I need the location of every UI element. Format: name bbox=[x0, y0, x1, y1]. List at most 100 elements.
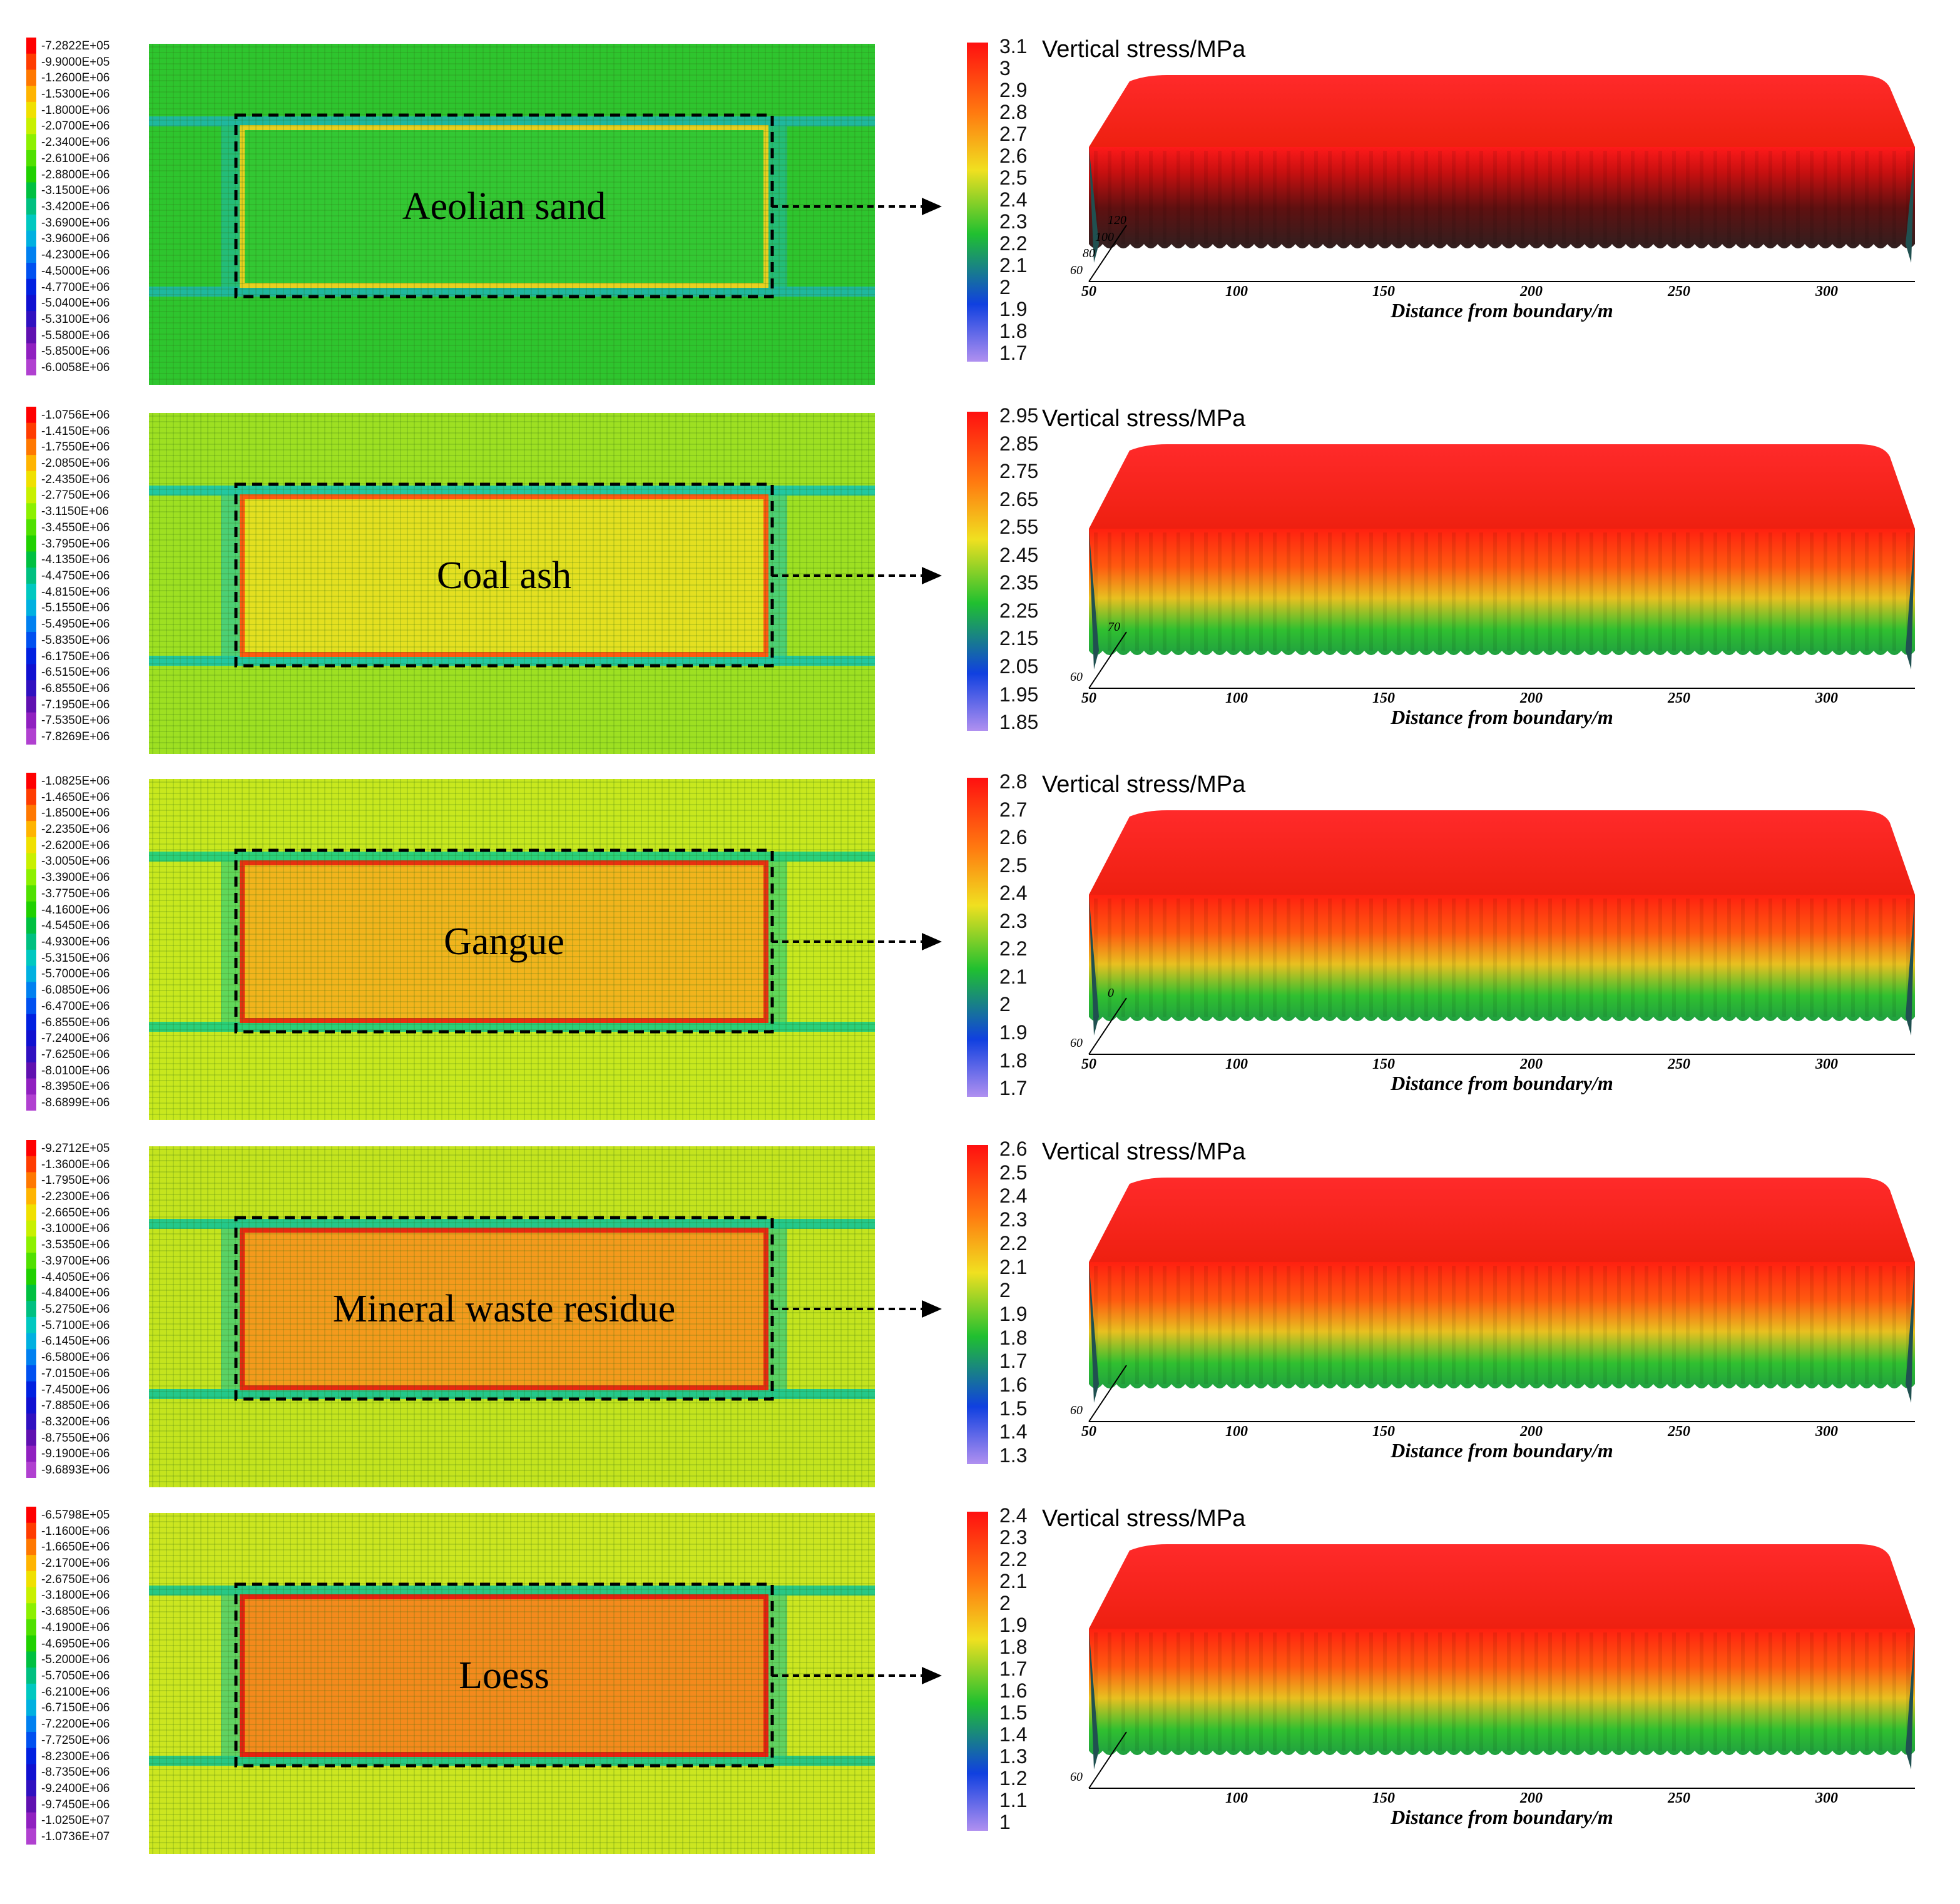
contour-legend-value: -7.2400E+06 bbox=[41, 1032, 110, 1046]
colorbar-segment bbox=[26, 1635, 36, 1652]
upper-roadway-strip bbox=[149, 852, 875, 862]
contour-legend-value: -4.2300E+06 bbox=[41, 248, 110, 262]
colorbar-segment bbox=[26, 982, 36, 999]
colorbar-segment bbox=[26, 407, 36, 424]
stress-colorbar-tick: 1.5 bbox=[999, 1397, 1028, 1420]
contour-legend-value: -3.4200E+06 bbox=[41, 200, 110, 213]
x-axis-label: Distance from boundary/m bbox=[1391, 1072, 1613, 1094]
x-tick-label: 250 bbox=[1668, 1056, 1690, 1072]
stress-title: Vertical stress/MPa bbox=[1042, 1139, 1246, 1165]
contour-legend-value: -6.5798E+05 bbox=[41, 1508, 110, 1522]
stress-surface-3d bbox=[1088, 1544, 1915, 1789]
x-tick-label: 100 bbox=[1225, 690, 1248, 706]
x-tick-label: 250 bbox=[1668, 690, 1690, 706]
contour-legend-value: -5.4950E+06 bbox=[41, 618, 110, 631]
stress-colorbar bbox=[967, 43, 988, 362]
contour-legend-value: -6.4700E+06 bbox=[41, 999, 110, 1013]
colorbar-segment bbox=[26, 1301, 36, 1318]
stress-colorbar-tick: 2.3 bbox=[999, 1208, 1028, 1231]
contour-legend-value: -2.8800E+06 bbox=[41, 168, 110, 181]
lower-roadway-strip bbox=[149, 1756, 875, 1766]
colorbar-segment bbox=[26, 1732, 36, 1749]
colorbar-segment bbox=[26, 1236, 36, 1253]
colorbar-segment bbox=[26, 1812, 36, 1829]
stress-colorbar-tick: 1 bbox=[999, 1811, 1011, 1833]
x-tick-label: 100 bbox=[1225, 1056, 1248, 1072]
colorbar-segment bbox=[26, 1268, 36, 1286]
depth-axis-line bbox=[1088, 631, 1127, 689]
colorbar-segment bbox=[26, 150, 36, 167]
mesh-grid bbox=[149, 44, 875, 385]
stress-colorbar-tick: 2.25 bbox=[999, 599, 1039, 622]
dashed-arrow bbox=[772, 567, 942, 584]
stress-colorbar-tick: 2.4 bbox=[999, 1504, 1028, 1527]
lower-roadway-strip bbox=[149, 287, 875, 297]
colorbar-segment bbox=[26, 805, 36, 822]
stress-colorbar bbox=[967, 778, 988, 1097]
colorbar-segment bbox=[26, 247, 36, 263]
x-axis-label: Distance from boundary/m bbox=[1391, 1439, 1613, 1462]
colorbar-segment bbox=[26, 1349, 36, 1366]
colorbar-segment bbox=[26, 1828, 36, 1845]
colorbar-segment bbox=[26, 1748, 36, 1765]
colorbar-segment bbox=[26, 214, 36, 232]
depth-tick-label: 80 bbox=[1083, 247, 1095, 260]
contour-legend-value: -9.9000E+05 bbox=[41, 55, 110, 69]
colorbar-segment bbox=[26, 616, 36, 633]
contour-plot bbox=[149, 413, 875, 754]
stress-colorbar-tick: 1.6 bbox=[999, 1373, 1028, 1396]
contour-legend-value: -2.6650E+06 bbox=[41, 1206, 110, 1219]
contour-colorbar bbox=[26, 1140, 36, 1478]
contour-legend-value: -1.0736E+07 bbox=[41, 1830, 110, 1844]
contour-legend-value: -3.7950E+06 bbox=[41, 537, 110, 551]
colorbar-segment bbox=[26, 1683, 36, 1701]
colorbar-segment bbox=[26, 86, 36, 103]
contour-legend-value: -7.8269E+06 bbox=[41, 730, 110, 744]
depth-tick-label: 120 bbox=[1108, 213, 1126, 227]
upper-roadway-strip bbox=[149, 486, 875, 496]
contour-legend-value: -5.7100E+06 bbox=[41, 1318, 110, 1332]
surface-striations bbox=[1094, 899, 1910, 1017]
stress-colorbar-tick: 2.15 bbox=[999, 627, 1039, 650]
contour-legend-value: -5.8500E+06 bbox=[41, 345, 110, 359]
colorbar-segment bbox=[26, 198, 36, 215]
colorbar-segment bbox=[26, 487, 36, 504]
contour-legend-value: -4.5000E+06 bbox=[41, 264, 110, 278]
stress-colorbar-tick: 2.4 bbox=[999, 1184, 1028, 1208]
colorbar-segment bbox=[26, 1429, 36, 1447]
colorbar-segment bbox=[26, 788, 36, 806]
colorbar-segment bbox=[26, 230, 36, 247]
colorbar-segment bbox=[26, 101, 36, 119]
stress-colorbar-tick: 3 bbox=[999, 57, 1011, 79]
stress-colorbar-tick: 1.4 bbox=[999, 1723, 1028, 1746]
depth-tick-label: 60 bbox=[1070, 670, 1083, 684]
surface-front-face bbox=[1089, 1262, 1915, 1388]
contour-legend-value: -7.4500E+06 bbox=[41, 1383, 110, 1397]
colorbar-segment bbox=[26, 599, 36, 616]
colorbar-segment bbox=[26, 1062, 36, 1079]
backfill-body bbox=[245, 1599, 763, 1752]
colorbar-segment bbox=[26, 1172, 36, 1189]
stress-colorbar-gradient bbox=[967, 1512, 988, 1831]
colorbar-segment bbox=[26, 53, 36, 71]
surface-top-face bbox=[1089, 810, 1915, 895]
colorbar-segment bbox=[26, 1716, 36, 1733]
x-tick-label: 50 bbox=[1081, 1423, 1096, 1440]
colorbar-segment bbox=[26, 934, 36, 950]
colorbar-segment bbox=[26, 853, 36, 870]
x-tick-label: 200 bbox=[1520, 1423, 1543, 1440]
stress-colorbar-tick: 2.1 bbox=[999, 1255, 1028, 1278]
contour-legend-value: -1.7950E+06 bbox=[41, 1174, 110, 1188]
x-tick-label: 250 bbox=[1668, 1790, 1690, 1806]
contour-legend-value: -2.7750E+06 bbox=[41, 489, 110, 502]
material-label: Gangue bbox=[444, 920, 564, 963]
backfill-body bbox=[245, 130, 763, 283]
contour-legend-value: -8.7350E+06 bbox=[41, 1766, 110, 1779]
stress-colorbar-gradient bbox=[967, 1145, 988, 1464]
contour-legend-value: -1.3600E+06 bbox=[41, 1158, 110, 1171]
colorbar-segment bbox=[26, 359, 36, 375]
contour-legend-value: -5.7000E+06 bbox=[41, 967, 110, 981]
x-axis-label: Distance from boundary/m bbox=[1391, 706, 1613, 728]
contour-legend-value: -3.0050E+06 bbox=[41, 855, 110, 868]
surface-front-face bbox=[1089, 1629, 1915, 1755]
